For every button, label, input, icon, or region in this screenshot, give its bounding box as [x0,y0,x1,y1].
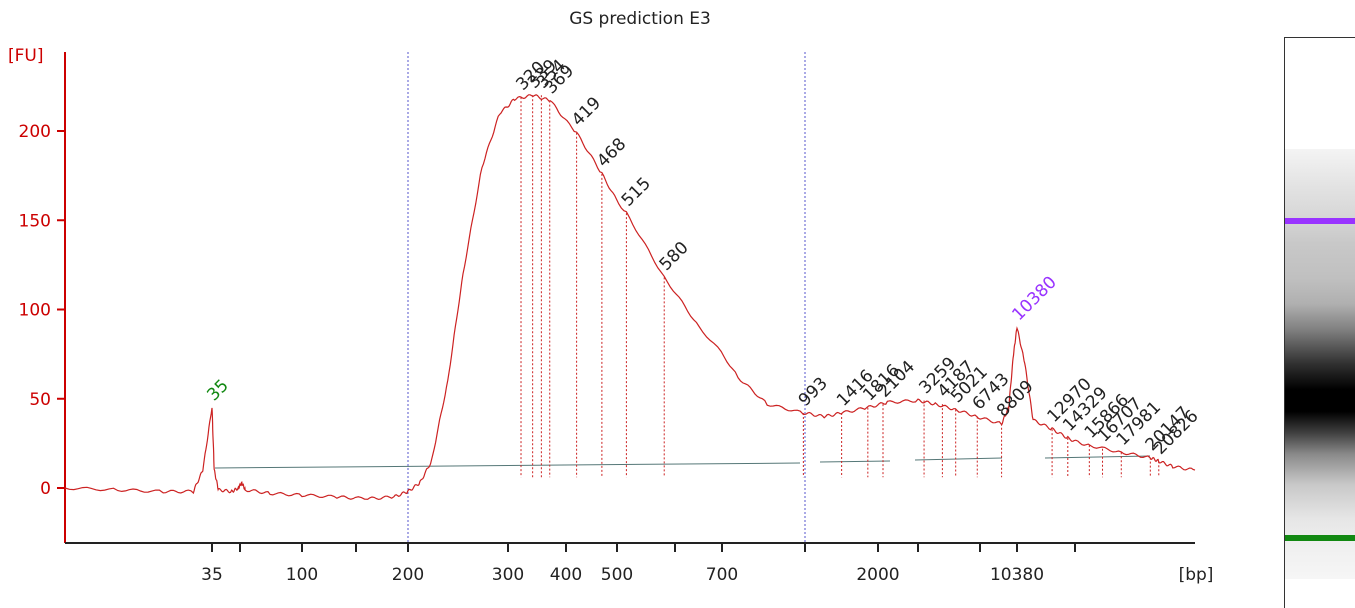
electropherogram-chart: GS prediction E3 [FU] [bp] 0 50 100 150 200 3… [8,9,1214,585]
y-tick-label: 150 [19,211,51,231]
x-tick-label: 700 [706,565,738,585]
peak-label: 515 [618,174,655,211]
gel-lane [1285,149,1355,579]
x-tick-label: 400 [550,565,582,585]
y-tick-label: 200 [19,122,51,142]
x-tick-label: 100 [286,565,318,585]
y-tick-label: 0 [40,479,51,499]
peak-label: 468 [593,134,630,171]
x-tick-label: 2000 [856,565,899,585]
baseline-segment [1044,455,1151,459]
y-axis-unit-label: [FU] [8,46,44,66]
chart-title: GS prediction E3 [569,9,711,29]
x-tick-label: 10380 [990,565,1044,585]
baseline-segment [914,457,1003,461]
peak-label: 993 [795,373,832,410]
gel-lower-marker-band [1285,535,1355,541]
electropherogram-trace [64,94,1196,501]
gel-upper-marker-band [1285,218,1355,224]
x-tick-label: 35 [201,565,223,585]
y-tick-label: 50 [29,390,51,410]
baseline-segment [214,462,801,469]
peak-label: 35 [203,376,232,405]
x-axis-unit-label: [bp] [1179,565,1214,585]
baseline-segment [819,460,891,463]
x-tick-label: 200 [392,565,424,585]
x-tick-label: 500 [601,565,633,585]
plot-area: 0 50 100 150 200 35 100 200 300 400 500 700 2000 1038… [19,52,1203,585]
peak-label: 419 [568,93,605,130]
y-tick-label: 100 [19,301,51,321]
peak-label: 10380 [1008,272,1060,324]
peak-label: 580 [656,238,693,275]
x-tick-label: 300 [492,565,524,585]
gel-image-panel [1284,37,1355,608]
